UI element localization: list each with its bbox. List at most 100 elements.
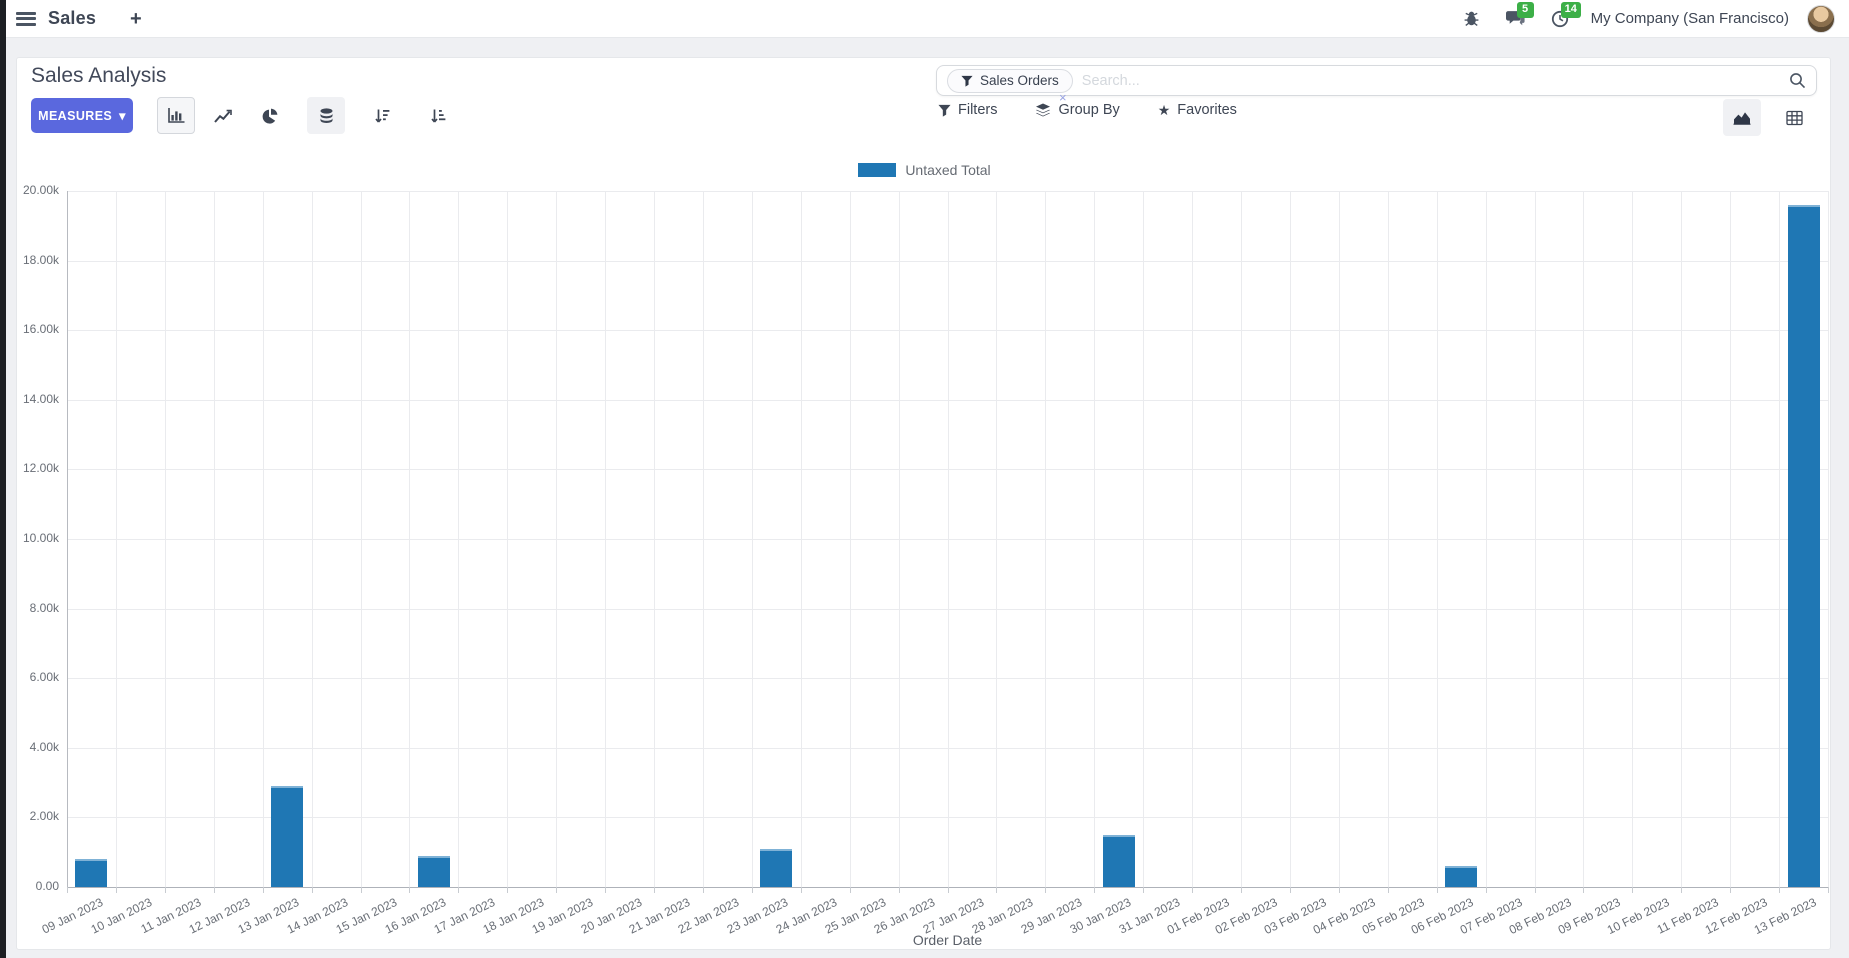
bar-chart-button[interactable] bbox=[157, 97, 195, 134]
user-avatar[interactable] bbox=[1807, 4, 1835, 33]
activities-clock-icon[interactable]: 14 bbox=[1547, 1, 1581, 32]
apps-menu-icon[interactable] bbox=[16, 11, 36, 26]
view-switcher bbox=[1723, 99, 1813, 136]
gridline bbox=[67, 887, 1828, 888]
axis-tickmark bbox=[850, 887, 851, 893]
axis-tickmark bbox=[116, 887, 117, 893]
filter-funnel-icon bbox=[938, 104, 951, 117]
gridline bbox=[1437, 191, 1438, 887]
axis-tickmark bbox=[703, 887, 704, 893]
gridline bbox=[1583, 191, 1584, 887]
axis-tickmark bbox=[214, 887, 215, 893]
measures-button[interactable]: MEASURES ▾ bbox=[31, 98, 133, 133]
axis-tickmark bbox=[507, 887, 508, 893]
bar[interactable] bbox=[75, 859, 107, 887]
gridline bbox=[850, 191, 851, 887]
gridline bbox=[654, 191, 655, 887]
new-tab-button[interactable]: + bbox=[130, 7, 142, 30]
gridline bbox=[556, 191, 557, 887]
layers-icon bbox=[1036, 103, 1051, 116]
axis-tickmark bbox=[556, 887, 557, 893]
chevron-down-icon: ▾ bbox=[119, 109, 126, 123]
axis-tickmark bbox=[801, 887, 802, 893]
sort-descending-button[interactable] bbox=[363, 97, 401, 134]
axis-tickmark bbox=[996, 887, 997, 893]
pivot-table-icon bbox=[1785, 110, 1803, 125]
gridline bbox=[1681, 191, 1682, 887]
gridline bbox=[361, 191, 362, 887]
gridline bbox=[1094, 191, 1095, 887]
sort-ascending-icon bbox=[431, 109, 446, 123]
bar[interactable] bbox=[271, 786, 303, 887]
axis-tickmark bbox=[1339, 887, 1340, 893]
page-title: Sales Analysis bbox=[31, 64, 167, 87]
favorites-label: Favorites bbox=[1177, 102, 1237, 118]
gridline bbox=[752, 191, 753, 887]
company-switcher[interactable]: My Company (San Francisco) bbox=[1590, 10, 1789, 27]
graph-view-button[interactable] bbox=[1723, 99, 1761, 136]
axis-tickmark bbox=[1437, 887, 1438, 893]
sort-ascending-button[interactable] bbox=[419, 97, 457, 134]
axis-tickmark bbox=[1632, 887, 1633, 893]
y-tick-label: 14.00k bbox=[22, 392, 59, 406]
search-facet: Sales Orders bbox=[947, 68, 1073, 93]
gridline bbox=[116, 191, 117, 887]
bar[interactable] bbox=[418, 856, 450, 887]
gridline bbox=[263, 191, 264, 887]
axis-tickmark bbox=[1486, 887, 1487, 893]
search-input[interactable] bbox=[1081, 72, 1789, 89]
gridline bbox=[67, 609, 1828, 610]
axis-tickmark bbox=[1730, 887, 1731, 893]
search-options-row: Filters Group By ★ Favorites bbox=[938, 102, 1237, 118]
gridline bbox=[67, 261, 1828, 262]
gridline bbox=[703, 191, 704, 887]
axis-tickmark bbox=[948, 887, 949, 893]
axis-tickmark bbox=[1094, 887, 1095, 893]
chart-type-toolbar bbox=[157, 97, 457, 134]
facet-remove-button[interactable]: × bbox=[1059, 90, 1067, 105]
sales-analysis-view: Sales Analysis MEASURES ▾ bbox=[16, 57, 1831, 950]
group-by-menu-button[interactable]: Group By bbox=[1035, 102, 1120, 118]
bar[interactable] bbox=[760, 849, 792, 887]
gridline bbox=[214, 191, 215, 887]
axis-tickmark bbox=[312, 887, 313, 893]
axis-tickmark bbox=[1290, 887, 1291, 893]
filters-label: Filters bbox=[958, 102, 998, 118]
messages-icon[interactable]: 5 bbox=[1503, 1, 1534, 32]
pivot-view-button[interactable] bbox=[1775, 99, 1813, 136]
bar[interactable] bbox=[1103, 835, 1135, 887]
gridline bbox=[1388, 191, 1389, 887]
axis-tickmark bbox=[458, 887, 459, 893]
gridline bbox=[1828, 191, 1829, 887]
legend-label: Untaxed Total bbox=[905, 162, 991, 178]
y-tick-label: 2.00k bbox=[29, 809, 59, 823]
axis-tickmark bbox=[361, 887, 362, 893]
debug-bug-icon[interactable] bbox=[1459, 6, 1485, 32]
axis-tickmark bbox=[1583, 887, 1584, 893]
search-facet-label: Sales Orders bbox=[980, 73, 1059, 88]
y-tick-label: 6.00k bbox=[29, 670, 59, 684]
group-by-label: Group By bbox=[1058, 102, 1120, 118]
gridline bbox=[1241, 191, 1242, 887]
stacked-toggle-button[interactable] bbox=[307, 97, 345, 134]
search-icon[interactable] bbox=[1789, 72, 1806, 89]
gridline bbox=[165, 191, 166, 887]
y-tick-label: 12.00k bbox=[22, 461, 59, 475]
pie-chart-button[interactable] bbox=[251, 97, 289, 134]
chart-legend[interactable]: Untaxed Total bbox=[17, 162, 1832, 178]
app-name[interactable]: Sales bbox=[48, 8, 97, 28]
line-chart-button[interactable] bbox=[204, 97, 242, 134]
y-tick-label: 16.00k bbox=[22, 322, 59, 336]
bar[interactable] bbox=[1788, 205, 1820, 887]
gridline bbox=[1339, 191, 1340, 887]
gridline bbox=[67, 191, 68, 887]
bar[interactable] bbox=[1445, 866, 1477, 887]
search-bar[interactable]: Sales Orders × bbox=[936, 65, 1817, 104]
star-icon: ★ bbox=[1157, 102, 1171, 118]
y-tick-label: 20.00k bbox=[22, 183, 59, 197]
gridline bbox=[67, 191, 1828, 192]
favorites-menu-button[interactable]: ★ Favorites bbox=[1158, 102, 1237, 118]
y-tick-label: 4.00k bbox=[29, 740, 59, 754]
filters-menu-button[interactable]: Filters bbox=[938, 102, 997, 118]
gridline bbox=[1486, 191, 1487, 887]
